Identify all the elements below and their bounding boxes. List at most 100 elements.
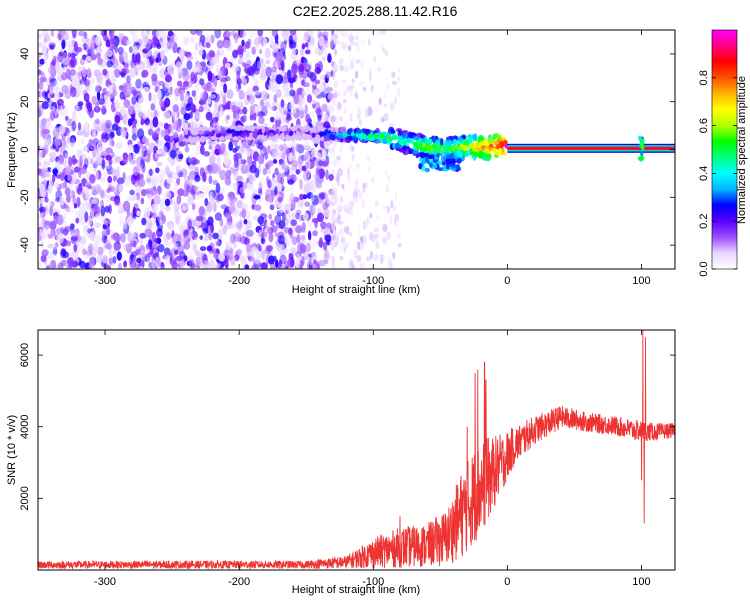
spectrogram-cell [150, 103, 156, 111]
spectrogram-cell [122, 82, 128, 93]
spectrogram-cell [275, 60, 280, 68]
spectrogram-cell [311, 99, 316, 105]
spectrogram-cell [370, 84, 374, 93]
spectrogram-cell [246, 243, 252, 253]
spectrogram-cell [376, 66, 382, 72]
spectrogram-cell [419, 134, 426, 139]
spectrogram-cell [638, 156, 642, 161]
spectrogram-cell [204, 197, 209, 207]
spectrogram-cell [121, 114, 128, 123]
spectrogram-cell [325, 211, 333, 220]
spectrogram-cell [78, 30, 86, 37]
spectrogram-cell [382, 236, 388, 245]
spectrogram-cell [270, 220, 275, 227]
spectrogram-cell [257, 154, 264, 165]
spectrogram-cell [82, 145, 89, 152]
spectrogram-cell [217, 164, 222, 175]
spectrogram-cell [66, 64, 71, 75]
spectrogram-cell [301, 43, 306, 50]
spectrogram-cell [468, 142, 475, 150]
spectrogram-cell [378, 97, 382, 106]
spectrogram-cell [49, 243, 57, 251]
spectrogram-cell [41, 196, 45, 203]
spectrogram-cell [209, 249, 215, 255]
spectrogram-cell [46, 264, 51, 269]
spectrogram-cell [330, 234, 336, 241]
spectrogram-cell [155, 167, 160, 174]
spectrogram-cell [318, 259, 326, 267]
spectrogram-cell [159, 220, 163, 226]
spectrogram-cell [71, 154, 76, 166]
spectrogram-cell [91, 197, 99, 205]
spectrogram-cell [103, 239, 111, 249]
spectrogram-cell [260, 69, 267, 78]
spectrogram-cell [343, 204, 349, 212]
spectrogram-cell [296, 234, 301, 244]
spectrogram-cell [152, 252, 158, 259]
spectrogram-cell [177, 118, 182, 128]
spectrogram-cell [140, 120, 144, 126]
spectrogram-cell [57, 262, 64, 269]
spectrogram-cell [164, 191, 172, 200]
spectrogram-cell [124, 176, 131, 187]
spectrogram-cell [225, 76, 231, 82]
spectrogram-cell [96, 78, 104, 87]
colorbar-label: Normalized spectral amplitude [736, 76, 748, 224]
spectrogram-cell [164, 198, 171, 207]
spectrogram-cell [299, 243, 306, 254]
snr-y-tick-label: 6000 [19, 343, 31, 367]
spectrogram-cell [70, 56, 77, 67]
spectrogram-cell [180, 168, 188, 178]
spectrogram-cell [377, 30, 383, 36]
spectrogram-cell [401, 145, 408, 151]
spectrogram-cell [108, 204, 112, 215]
spectrogram-cell [38, 41, 44, 48]
spectrogram-cell [52, 173, 56, 183]
spectrogram-cell [108, 138, 115, 147]
spectrogram-cell [106, 164, 111, 170]
spectrogram-cell [380, 254, 384, 264]
spectrogram-cell [70, 52, 76, 58]
spectrogram-cell [193, 237, 200, 243]
spectrogram-cell [452, 158, 456, 166]
spectrogram-cell [149, 187, 158, 196]
spectrogram-cell [210, 34, 215, 44]
spectrogram-cell [162, 227, 167, 238]
spectrogram-cell [164, 74, 172, 83]
colorbar: 0.0 0.2 0.4 0.6 0.8 Normalized spectral ampl… [698, 29, 748, 277]
spectrogram-cell [385, 83, 390, 91]
spectrogram-cell [146, 79, 150, 86]
spectrogram-cell [210, 87, 216, 96]
spectrogram-cell [41, 30, 49, 38]
spectrogram-cell [46, 36, 52, 43]
spectrogram-cell [132, 152, 136, 161]
spectrogram-cell [325, 71, 332, 79]
spectrogram-cell [173, 242, 178, 250]
spectrogram-cell [166, 178, 174, 184]
spectrogram-cell [152, 212, 157, 220]
spectrogram-cell [130, 253, 135, 260]
spectrogram-cell [332, 168, 335, 175]
spectrogram-y-label: Frequency (Hz) [6, 112, 18, 188]
spectrogram-cell [379, 43, 383, 48]
spectrogram-cell [225, 169, 232, 179]
spectrogram-cell [183, 50, 188, 56]
spectrogram-cell [61, 212, 67, 223]
spectrogram-y-tick-label: 0 [19, 146, 31, 152]
spectrogram-cell [123, 260, 128, 268]
spectrogram-cell [385, 188, 390, 193]
spectrogram-cell [199, 91, 206, 101]
spectrogram-cell [361, 198, 366, 209]
spectrogram-cell [462, 145, 469, 152]
carrier-line [507, 146, 675, 150]
spectrogram-cell [113, 185, 121, 196]
spectrogram-cell [337, 202, 340, 211]
spectrogram-cell [151, 221, 158, 229]
spectrogram-cell [173, 121, 180, 131]
spectrogram-cell [334, 198, 338, 204]
spectrogram-cell [182, 70, 190, 82]
spectrogram-cell [297, 65, 305, 75]
spectrogram-cell [139, 159, 145, 170]
spectrogram-cell [197, 146, 201, 155]
spectrogram-cell [301, 90, 307, 96]
